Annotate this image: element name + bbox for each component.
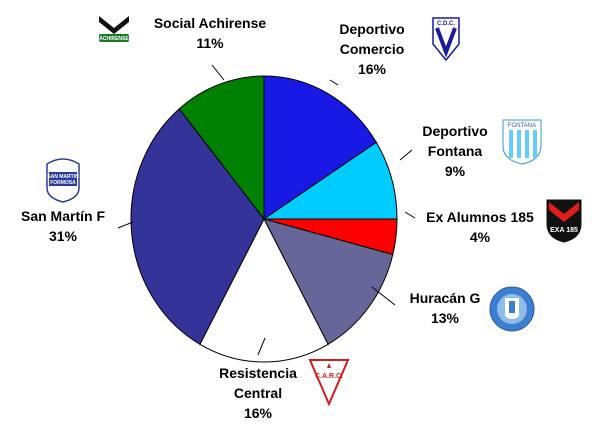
slice-label-resistencia-central: Resistencia Central 16%: [219, 365, 297, 421]
slice-percent-ex-alumnos-185: 4%: [470, 229, 491, 245]
pie-slice-deportivo-fontana: [262, 141, 398, 220]
slice-name-line-deportivo-comercio: Deportivo: [339, 21, 404, 37]
svg-text:ACHIRENSE: ACHIRENSE: [99, 36, 129, 42]
pie-slice-social-achirense: [178, 75, 265, 221]
cdc-shield-logo: C.D.C.: [432, 17, 460, 62]
slice-percent-social-achirense: 11%: [196, 35, 224, 51]
slice-name-line-deportivo-fontana: Deportivo: [422, 123, 487, 139]
svg-text:SAN MARTIN: SAN MARTIN: [47, 174, 79, 180]
slice-name-line-ex-alumnos-185: Ex Alumnos 185: [426, 209, 534, 225]
achirense-logo: ACHIRENSE: [99, 16, 129, 42]
slice-label-huracan-g: Huracán G 13%: [410, 290, 481, 326]
slice-name-line-social-achirense: Social Achirense: [154, 15, 267, 31]
svg-text:C.D.C.: C.D.C.: [437, 21, 455, 27]
slice-label-deportivo-comercio: Deportivo Comercio 16%: [339, 21, 404, 77]
slice-percent-deportivo-comercio: 16%: [358, 61, 387, 77]
pie-slice-resistencia-central: [199, 217, 329, 363]
fontana-shield-logo: FONTANA: [502, 119, 542, 165]
svg-text:C.A.R.C.: C.A.R.C.: [315, 373, 343, 380]
slice-percent-deportivo-fontana: 9%: [445, 163, 466, 179]
pie-slice-san-martin-f: [130, 108, 265, 346]
slice-percent-huracan-g: 13%: [431, 310, 460, 326]
carc-shield-logo: C.A.R.C.: [308, 359, 350, 407]
slice-percent-san-martin-f: 31%: [49, 228, 78, 244]
slice-label-san-martin-f: San Martín F 31%: [21, 208, 105, 244]
leader-line-deportivo-fontana: [399, 149, 413, 161]
slice-label-ex-alumnos-185: Ex Alumnos 185 4%: [426, 209, 534, 245]
slice-name-line-resistencia-central: Resistencia: [219, 365, 297, 381]
huracan-crest-logo: [489, 286, 535, 332]
pie-slice-deportivo-comercio: [263, 75, 377, 220]
leader-line-san-martin-f: [117, 221, 134, 229]
leader-line-deportivo-comercio: [329, 79, 339, 86]
leader-line-resistencia-central: [257, 337, 266, 356]
exa-shield-logo: EXA 185: [546, 199, 582, 243]
slice-percent-resistencia-central: 16%: [244, 405, 273, 421]
svg-text:FONTANA: FONTANA: [508, 123, 536, 129]
slice-label-deportivo-fontana: Deportivo Fontana 9%: [422, 123, 487, 179]
slice-name-line-huracan-g: Huracán G: [410, 290, 481, 306]
svg-text:FORMOSA: FORMOSA: [50, 180, 76, 186]
pie-slice-huracan-g: [263, 218, 394, 346]
leader-line-ex-alumnos-185: [404, 211, 416, 219]
svg-text:EXA 185: EXA 185: [550, 227, 578, 234]
slice-name-line-deportivo-fontana: Fontana: [428, 143, 483, 159]
leader-line-social-achirense: [211, 64, 225, 81]
leader-line-huracan-g: [371, 286, 396, 306]
slice-name-line-san-martin-f: San Martín F: [21, 208, 105, 224]
slice-name-line-resistencia-central: Central: [234, 385, 282, 401]
slice-label-social-achirense: Social Achirense 11%: [154, 15, 267, 51]
slice-name-line-deportivo-comercio: Comercio: [340, 41, 405, 57]
